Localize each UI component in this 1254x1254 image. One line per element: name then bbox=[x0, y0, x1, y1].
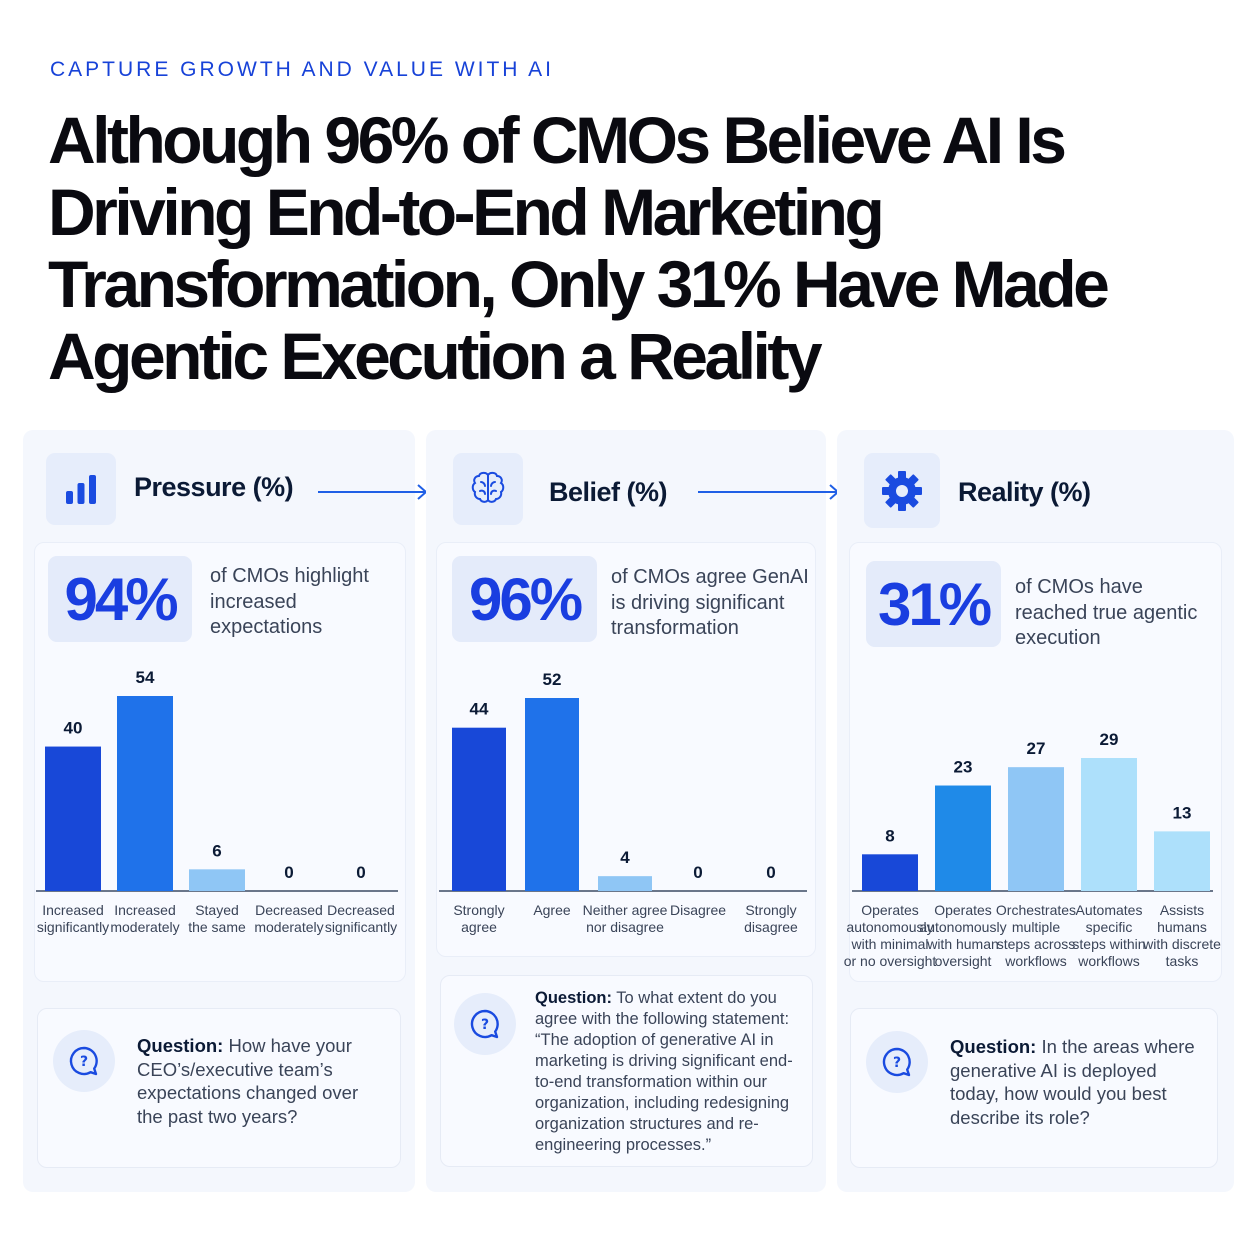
data-label: 40 bbox=[64, 719, 83, 738]
bar bbox=[935, 785, 991, 891]
chat-question-icon: ? bbox=[53, 1030, 115, 1092]
data-label: 52 bbox=[543, 670, 562, 689]
brain-icon bbox=[453, 453, 523, 525]
stat-value: 94% bbox=[48, 556, 192, 642]
data-label: 4 bbox=[620, 848, 630, 867]
category-label: Increased significantly bbox=[37, 902, 109, 935]
question-label: Question: bbox=[137, 1035, 224, 1056]
panel-title: Belief (%) bbox=[549, 477, 668, 507]
data-label: 0 bbox=[766, 863, 775, 882]
question-text: Question: How have your CEO’s/executive … bbox=[137, 1034, 382, 1128]
category-label: Assists humans with discrete tasks bbox=[1142, 902, 1221, 969]
bar bbox=[452, 727, 506, 891]
data-label: 6 bbox=[212, 841, 221, 860]
eyebrow: CAPTURE GROWTH AND VALUE WITH AI bbox=[50, 58, 554, 81]
category-label: Neither agree nor disagree bbox=[583, 902, 668, 935]
question-text: Question: To what extent do you agree wi… bbox=[535, 988, 807, 1156]
stat-description: of CMOs highlight increased expectations bbox=[210, 565, 369, 638]
category-label: Operates autonomously with human oversight bbox=[919, 902, 1006, 969]
stat-description: of CMOs have reached true agentic execut… bbox=[1015, 576, 1198, 649]
stat-value: 31% bbox=[866, 561, 1001, 647]
svg-text:?: ? bbox=[80, 1054, 88, 1070]
question-label: Question: bbox=[535, 989, 612, 1007]
bar bbox=[117, 696, 173, 891]
bar bbox=[1154, 831, 1210, 891]
data-label: 13 bbox=[1173, 803, 1192, 822]
panel-title: Pressure (%) bbox=[134, 472, 294, 502]
data-label: 0 bbox=[284, 863, 293, 882]
bar bbox=[189, 869, 245, 891]
bar bbox=[1008, 767, 1064, 891]
question-label: Question: bbox=[950, 1036, 1037, 1057]
data-label: 29 bbox=[1100, 730, 1119, 749]
category-label: Increased moderately bbox=[110, 902, 179, 935]
category-label: Decreased significantly bbox=[325, 902, 397, 935]
data-label: 8 bbox=[885, 826, 894, 845]
gear-icon bbox=[864, 453, 940, 528]
arrow-right-icon bbox=[318, 484, 428, 500]
data-label: 27 bbox=[1027, 739, 1046, 758]
data-label: 44 bbox=[470, 700, 489, 719]
data-label: 23 bbox=[954, 758, 973, 777]
stat-description: of CMOs agree GenAI is driving significa… bbox=[611, 566, 809, 639]
bar-chart-icon bbox=[46, 453, 116, 525]
category-label: Orchestrates multiple steps across workflow… bbox=[996, 902, 1076, 969]
bar bbox=[1081, 758, 1137, 891]
category-label: Strongly agree bbox=[453, 902, 504, 935]
data-label: 0 bbox=[356, 863, 365, 882]
bar bbox=[45, 746, 101, 891]
category-label: Agree bbox=[533, 902, 571, 918]
stat-value: 96% bbox=[452, 556, 597, 642]
category-label: Strongly disagree bbox=[744, 902, 798, 935]
category-label: Disagree bbox=[670, 902, 726, 918]
question-body: To what extent do you agree with the fol… bbox=[535, 989, 793, 1154]
panel-title: Reality (%) bbox=[958, 477, 1091, 507]
bar bbox=[525, 698, 579, 891]
svg-text:?: ? bbox=[481, 1017, 489, 1033]
chat-question-icon: ? bbox=[454, 993, 516, 1055]
question-text: Question: In the areas where generative … bbox=[950, 1035, 1205, 1129]
question-body: How have your CEO’s/executive team’s exp… bbox=[137, 1035, 359, 1127]
arrow-right-icon bbox=[698, 484, 840, 500]
category-label: Stayed the same bbox=[188, 902, 246, 935]
belief-bar-chart: 44 Strongly agree 52 Agree 4 Neither agree nor … bbox=[439, 670, 807, 935]
reality-bar-chart: 8 Operates autonomously with minimal or no o… bbox=[844, 730, 1221, 969]
data-label: 54 bbox=[136, 668, 155, 687]
pressure-bar-chart: 40 Increased significantly 54 Increased moder… bbox=[36, 668, 398, 935]
category-label: Operates autonomously with minimal or no ov… bbox=[844, 902, 937, 969]
bar bbox=[862, 854, 918, 891]
chat-question-icon: ? bbox=[866, 1031, 928, 1093]
headline: Although 96% of CMOs Believe AI Is Drivi… bbox=[48, 103, 1110, 393]
category-label: Decreased moderately bbox=[254, 902, 323, 935]
svg-text:?: ? bbox=[893, 1055, 901, 1071]
bar bbox=[598, 876, 652, 891]
question-body: In the areas where generative AI is depl… bbox=[950, 1036, 1195, 1128]
data-label: 0 bbox=[693, 863, 702, 882]
category-label: Automates specific steps within workflows bbox=[1072, 902, 1145, 969]
